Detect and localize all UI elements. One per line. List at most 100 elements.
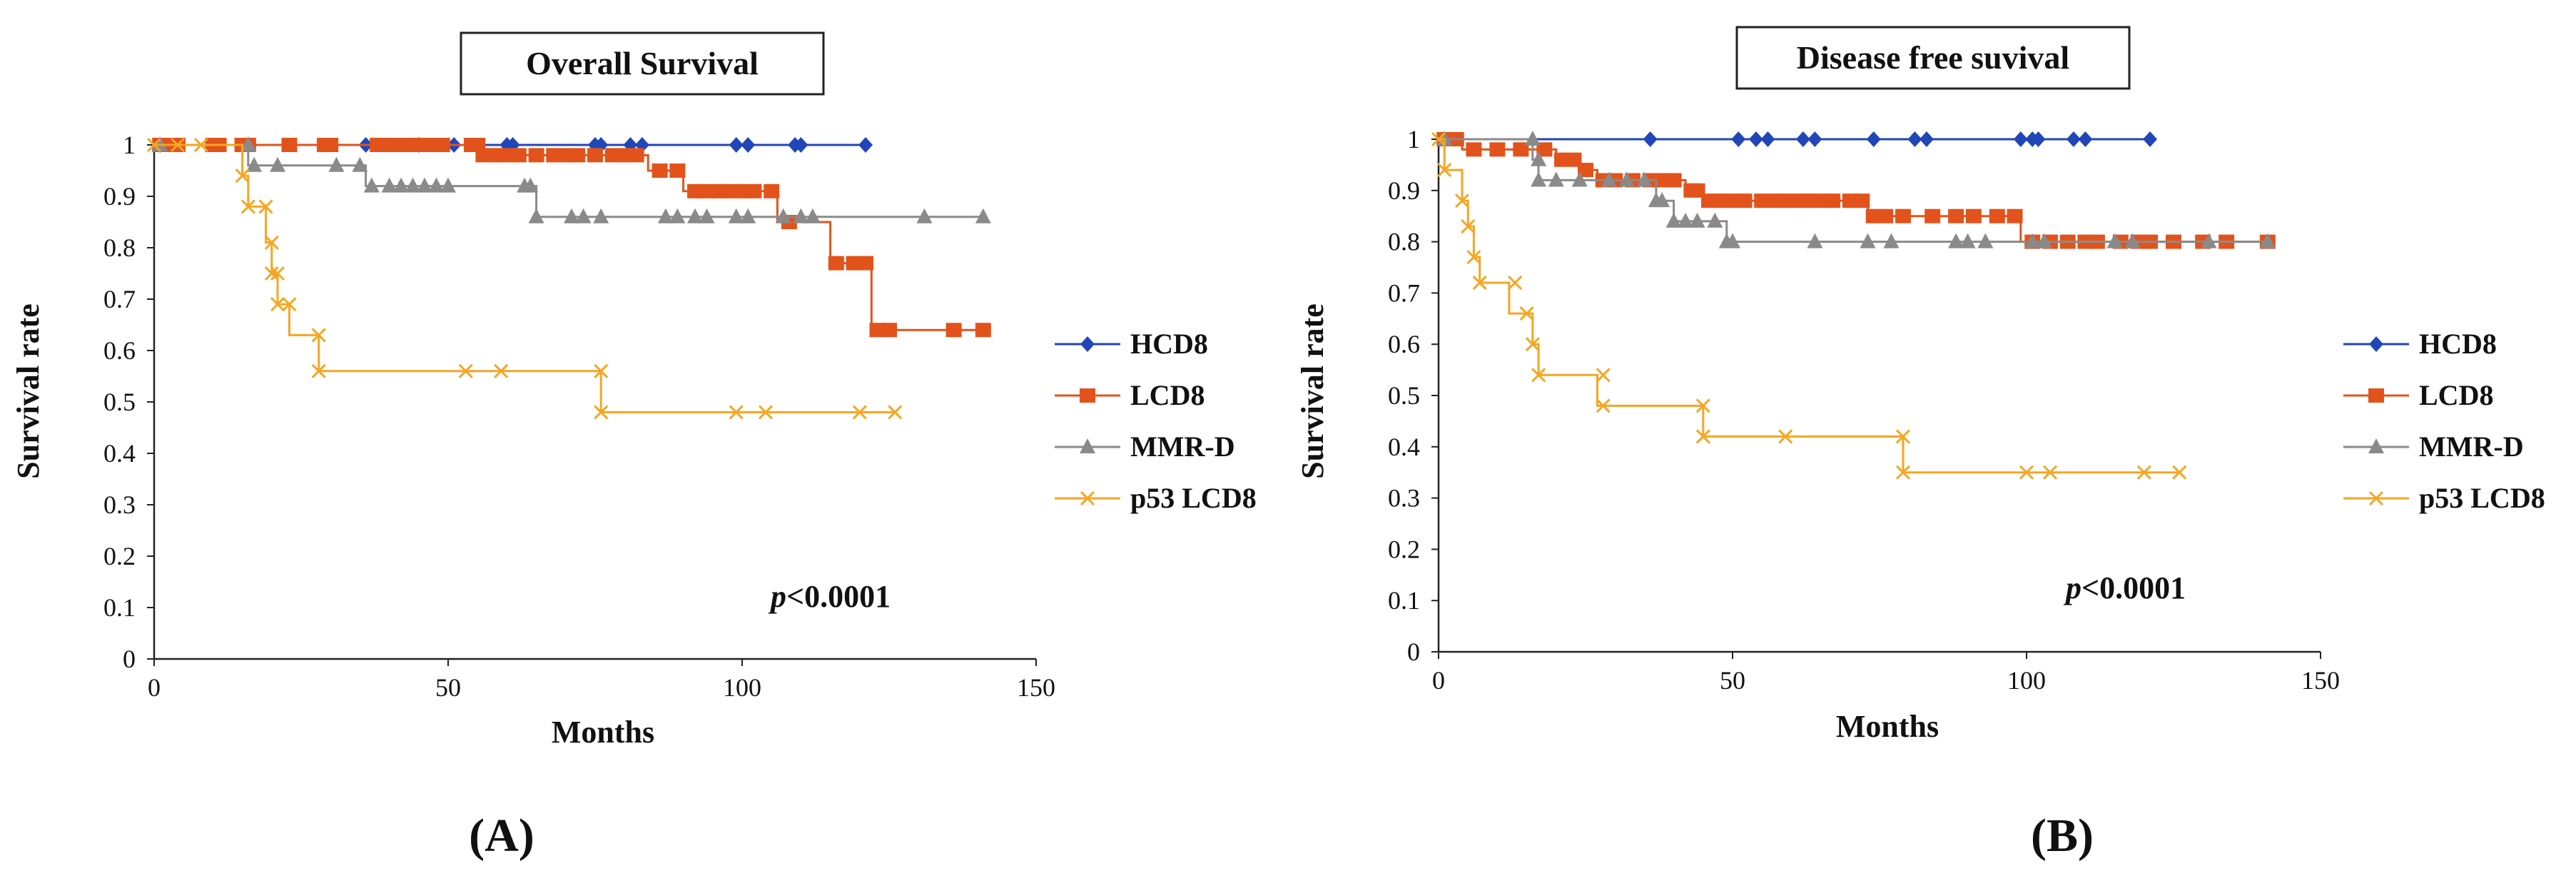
censor-mark-mmr-d bbox=[575, 208, 592, 223]
censor-mark-mmr-d bbox=[775, 208, 791, 223]
censor-mark-hcd8 bbox=[2066, 131, 2081, 147]
censor-mark-hcd8 bbox=[2143, 131, 2158, 147]
series-lcd8 bbox=[152, 138, 991, 338]
legend-item-lcd8: LCD8 bbox=[1055, 379, 1205, 411]
y-tick-label: 0.3 bbox=[1388, 484, 1420, 513]
legend-marker bbox=[1080, 438, 1095, 453]
legend-marker bbox=[1080, 336, 1095, 352]
censor-mark-p53-lcd8 bbox=[235, 168, 250, 183]
censor-mark-lcd8 bbox=[1578, 163, 1593, 178]
censor-mark-mmr-d bbox=[405, 177, 421, 193]
censor-mark-mmr-d bbox=[417, 177, 433, 193]
censor-mark-mmr-d bbox=[669, 208, 686, 223]
censor-mark-hcd8 bbox=[1919, 131, 1934, 147]
censor-mark-mmr-d bbox=[440, 177, 456, 193]
censor-mark-mmr-d bbox=[2106, 233, 2123, 248]
legend-item-p53-lcd8: p53 LCD8 bbox=[1055, 482, 1257, 514]
censor-mark-p53-lcd8 bbox=[2172, 465, 2187, 480]
legend-item-hcd8: HCD8 bbox=[1055, 328, 1208, 360]
y-tick-label: 0.2 bbox=[103, 542, 136, 570]
plot-area bbox=[1431, 131, 2276, 480]
legend-marker bbox=[2368, 438, 2384, 453]
censor-mark-lcd8 bbox=[746, 183, 762, 198]
censor-mark-p53-lcd8 bbox=[1508, 275, 1523, 291]
y-axis-title: Survival rate bbox=[1295, 303, 1330, 479]
censor-mark-p53-lcd8 bbox=[1519, 306, 1534, 321]
censor-mark-lcd8 bbox=[510, 148, 527, 163]
y-tick-label: 0.4 bbox=[103, 439, 136, 468]
censor-mark-mmr-d bbox=[740, 208, 756, 223]
censor-mark-p53-lcd8 bbox=[264, 235, 279, 250]
series-mmr-d bbox=[1436, 131, 2276, 248]
x-tick-label: 0 bbox=[148, 673, 161, 702]
censor-mark-mmr-d bbox=[1678, 212, 1694, 228]
censor-mark-mmr-d bbox=[699, 208, 715, 223]
censor-mark-mmr-d bbox=[593, 208, 609, 223]
legend-marker bbox=[2369, 336, 2383, 352]
censor-mark-p53-lcd8 bbox=[1695, 398, 1710, 413]
censor-mark-lcd8 bbox=[1925, 208, 1941, 223]
chart-title: Overall Survival bbox=[526, 45, 759, 81]
x-axis-title: Months bbox=[552, 715, 654, 750]
censor-mark-lcd8 bbox=[945, 323, 962, 338]
censor-mark-p53-lcd8 bbox=[1531, 368, 1546, 383]
p-value-annotation: p<0.0001 bbox=[2063, 570, 2186, 605]
legend-label: HCD8 bbox=[2419, 328, 2497, 360]
censor-mark-lcd8 bbox=[1948, 208, 1964, 223]
y-tick-label: 0.9 bbox=[1388, 176, 1420, 205]
y-tick-label: 0.1 bbox=[103, 593, 136, 622]
censor-mark-mmr-d bbox=[1654, 192, 1670, 208]
censor-mark-mmr-d bbox=[240, 136, 256, 151]
y-tick-label: 0.6 bbox=[103, 336, 136, 365]
legend-label: LCD8 bbox=[2419, 379, 2493, 411]
censor-mark-p53-lcd8 bbox=[594, 363, 609, 378]
survival-curve-p53-lcd8 bbox=[1439, 138, 2180, 474]
legend-label: p53 LCD8 bbox=[2419, 482, 2545, 514]
legend: HCD8 LCD8 MMR-D p53 LCD8 bbox=[2343, 328, 2545, 514]
x-axis-title: Months bbox=[1836, 709, 1939, 744]
legend-label: LCD8 bbox=[1130, 379, 1205, 411]
censor-mark-mmr-d bbox=[2036, 233, 2052, 248]
censor-mark-p53-lcd8 bbox=[458, 363, 473, 378]
censor-mark-mmr-d bbox=[975, 208, 991, 223]
censor-mark-p53-lcd8 bbox=[1466, 250, 1481, 265]
censor-mark-lcd8 bbox=[323, 138, 339, 152]
censor-mark-mmr-d bbox=[804, 208, 821, 223]
censor-mark-mmr-d bbox=[728, 208, 744, 223]
censor-mark-mmr-d bbox=[246, 156, 263, 172]
censor-mark-p53-lcd8 bbox=[729, 405, 744, 420]
censor-mark-mmr-d bbox=[793, 208, 809, 223]
panel-a: Overall Survival Survival rate Months p<… bbox=[11, 31, 1257, 862]
x-tick-label: 50 bbox=[1720, 666, 1745, 695]
censor-mark-hcd8 bbox=[1807, 131, 1822, 147]
censor-mark-hcd8 bbox=[2078, 131, 2093, 147]
censor-mark-mmr-d bbox=[1883, 233, 1900, 248]
censor-mark-mmr-d bbox=[1618, 171, 1635, 187]
plot-area bbox=[146, 136, 991, 420]
censor-mark-p53-lcd8 bbox=[2136, 465, 2151, 480]
legend-label: p53 LCD8 bbox=[1130, 482, 1257, 514]
censor-mark-p53-lcd8 bbox=[258, 199, 273, 214]
censor-mark-lcd8 bbox=[1665, 173, 1682, 188]
censor-mark-lcd8 bbox=[1536, 142, 1553, 157]
censor-mark-lcd8 bbox=[1466, 142, 1482, 157]
survival-curve-p53-lcd8 bbox=[154, 144, 896, 413]
censor-mark-lcd8 bbox=[2007, 208, 2023, 223]
series-p53-lcd8 bbox=[146, 137, 903, 420]
y-tick-label: 0.7 bbox=[1388, 278, 1420, 307]
censor-mark-mmr-d bbox=[352, 156, 368, 172]
censor-mark-hcd8 bbox=[858, 137, 873, 153]
censor-mark-p53-lcd8 bbox=[494, 363, 509, 378]
censor-mark-mmr-d bbox=[381, 177, 397, 193]
legend-item-lcd8: LCD8 bbox=[2343, 379, 2493, 411]
censor-mark-lcd8 bbox=[858, 256, 874, 271]
censor-mark-p53-lcd8 bbox=[2042, 465, 2058, 480]
y-tick-label: 0.9 bbox=[103, 182, 136, 211]
p-value-annotation: p<0.0001 bbox=[768, 579, 891, 614]
censor-mark-hcd8 bbox=[1907, 131, 1922, 147]
censor-mark-mmr-d bbox=[393, 177, 410, 193]
censor-mark-lcd8 bbox=[651, 163, 668, 178]
x-tick-label: 150 bbox=[2301, 666, 2340, 695]
censor-mark-lcd8 bbox=[1965, 208, 1982, 223]
legend-item-mmr-d: MMR-D bbox=[2343, 431, 2524, 463]
